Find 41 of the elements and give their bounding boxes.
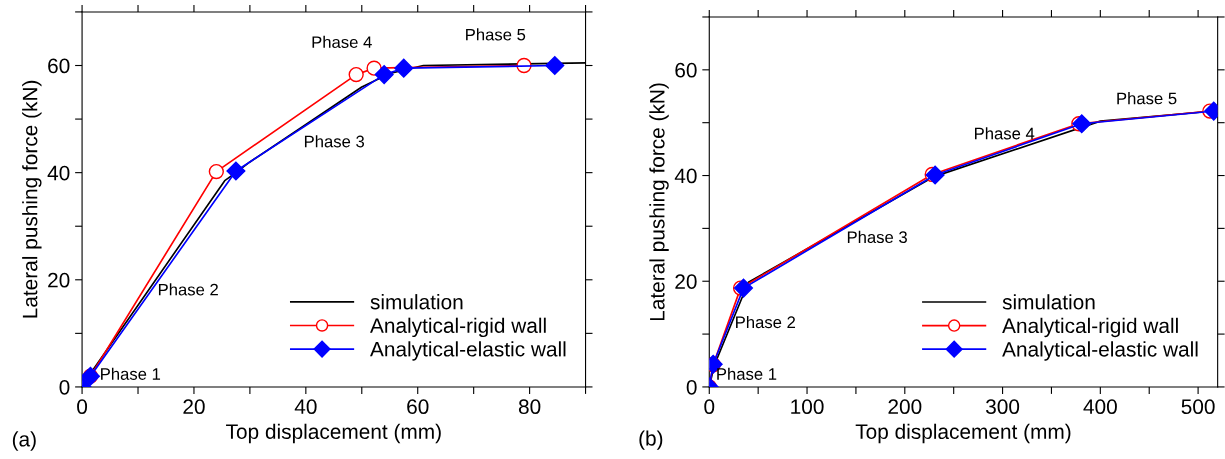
x-tick-label: 40 (294, 399, 317, 415)
annotation: Phase 3 (304, 135, 365, 148)
y-tick-label: 40 (47, 165, 70, 181)
text: (a) (12, 431, 36, 451)
annotation: Phase 4 (312, 35, 372, 49)
x-tick-label: 400 (1083, 399, 1117, 415)
y-axis-title: Lateral pushing force (kN) (22, 80, 42, 318)
x-tick-label: 60 (407, 399, 429, 415)
annotation: Phase 5 (1117, 92, 1177, 105)
y-tick-label: 20 (48, 272, 70, 288)
legend-label: simulation (1002, 294, 1095, 310)
legend-label: Analytical-elastic wall (1002, 341, 1198, 361)
x-tick-label: 20 (183, 399, 205, 415)
x-tick-label: 0 (77, 399, 88, 415)
x-axis-title: Top displacement (mm) (855, 423, 1071, 444)
y-tick-label: 40 (674, 168, 697, 184)
y-tick-label: 60 (675, 62, 697, 78)
legend-label: Analytical-elastic wall (370, 341, 566, 361)
x-tick-label: 0 (704, 399, 715, 415)
annotation: Phase 3 (847, 230, 907, 244)
x-tick-label: 100 (791, 399, 824, 415)
x-tick-label: 200 (888, 399, 922, 415)
annotation: Phase 1 (101, 367, 161, 380)
annotation: Phase 1 (717, 367, 777, 380)
x-axis-title: Top displacement (mm) (226, 423, 441, 444)
annotation: Phase 2 (736, 315, 796, 329)
y-tick-label: 0 (686, 379, 697, 395)
annotation: Phase 4 (975, 127, 1035, 140)
text: (b) (639, 430, 663, 450)
x-tick-label: 500 (1181, 399, 1215, 415)
y-tick-label: 20 (675, 274, 697, 289)
legend-label: simulation (370, 294, 463, 310)
legend-label: Analytical-rigid wall (370, 317, 546, 338)
annotation: Phase 5 (466, 28, 526, 41)
y-tick-label: 0 (59, 379, 70, 395)
y-axis-title: Lateral pushing force (kN) (649, 83, 669, 321)
y-tick-label: 60 (48, 58, 70, 74)
annotation: Phase 2 (158, 283, 218, 296)
x-tick-label: 80 (518, 399, 541, 415)
x-tick-label: 300 (985, 399, 1020, 415)
legend-label: Analytical-rigid wall (1002, 317, 1178, 338)
